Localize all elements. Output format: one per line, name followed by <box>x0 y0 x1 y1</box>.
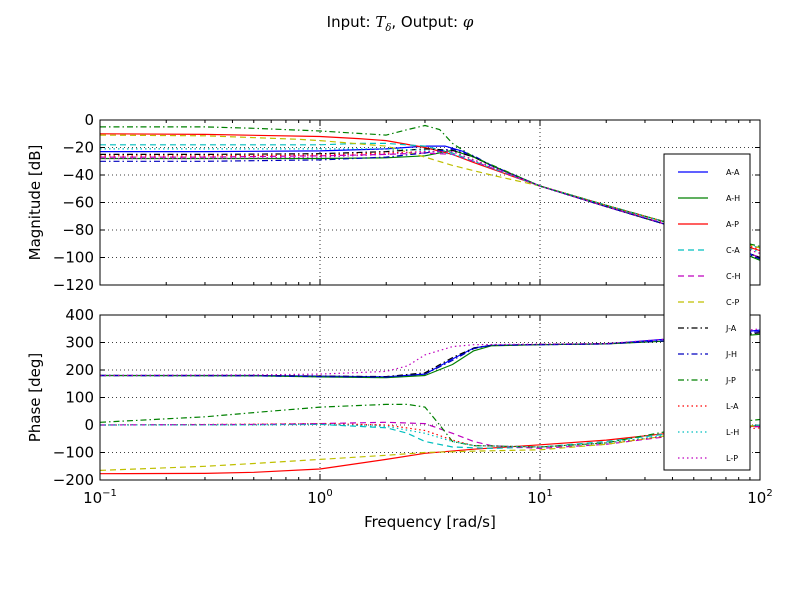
title-input-subscript: δ <box>385 23 391 34</box>
phase-ytick-label: −200 <box>53 471 94 489</box>
title-output-symbol: φ <box>463 13 474 31</box>
magnitude-ytick-label: −40 <box>62 166 94 184</box>
phase-series-group <box>100 328 760 475</box>
xtick-label: 100 <box>307 488 332 507</box>
xtick-label-base: 10 <box>527 489 546 507</box>
xlabel: Frequency [rad/s] <box>364 513 496 531</box>
xtick-label: 10−1 <box>83 488 117 507</box>
magnitude-ytick-label: −60 <box>62 194 94 212</box>
legend-label-j-a: J-A <box>725 324 737 333</box>
legend-label-l-a: L-A <box>726 402 739 411</box>
title-prefix: Input: <box>327 13 376 31</box>
legend-label-a-a: A-A <box>726 168 740 177</box>
magnitude-series-group <box>100 124 760 261</box>
magnitude-ytick-label: 0 <box>84 111 94 129</box>
legend-label-c-a: C-A <box>726 246 740 255</box>
magnitude-series-l-h <box>100 148 760 253</box>
legend-label-a-p: A-P <box>726 220 739 229</box>
xtick-label-base: 10 <box>747 489 766 507</box>
xtick-label-exponent: −1 <box>102 488 117 499</box>
magnitude-plot-area <box>100 120 760 285</box>
xtick-label-base: 10 <box>307 489 326 507</box>
xtick-label-exponent: 0 <box>326 488 332 499</box>
phase-series-j-h <box>100 330 760 378</box>
legend-label-c-h: C-H <box>726 272 741 281</box>
phase-series-l-p <box>100 328 760 377</box>
xtick-label: 101 <box>527 488 552 507</box>
magnitude-ytick-label: −120 <box>53 276 94 294</box>
phase-frame <box>99 314 761 481</box>
legend-label-c-p: C-P <box>726 298 739 307</box>
phase-ytick-label: 200 <box>65 361 94 379</box>
phase-ytick-label: 0 <box>84 416 94 434</box>
figure-title: Input: Tδ, Output: φ <box>327 13 474 34</box>
legend-label-a-h: A-H <box>726 194 740 203</box>
legend-label-j-h: J-H <box>725 350 737 359</box>
phase-series-c-a <box>100 423 760 449</box>
title-input-symbol: T <box>375 13 386 31</box>
legend-label-j-p: J-P <box>725 376 736 385</box>
xtick-label-exponent: 2 <box>766 488 772 499</box>
magnitude-ytick-label: −100 <box>53 249 94 267</box>
legend-box <box>663 153 751 471</box>
xtick-label: 102 <box>747 488 772 507</box>
xtick-label-exponent: 1 <box>546 488 552 499</box>
magnitude-panel: 0 −20 −40 −60 −80 −100 −120 Magnitude [dB] <box>26 111 761 294</box>
legend-label-l-p: L-P <box>726 454 738 463</box>
phase-ytick-label: −100 <box>53 444 94 462</box>
phase-series-c-p <box>100 424 760 471</box>
xtick-label-base: 10 <box>83 489 102 507</box>
magnitude-frame <box>99 119 761 286</box>
magnitude-ytick-label: −20 <box>62 139 94 157</box>
title-middle: , Output: <box>391 13 462 31</box>
legend: A-A A-H A-P C-A C-H C-P J-A J-H J-P L-A L-H L-P <box>663 153 751 471</box>
phase-series-j-p <box>100 403 760 448</box>
magnitude-series-c-p <box>100 134 760 249</box>
legend-label-l-h: L-H <box>726 428 739 437</box>
magnitude-series-c-h <box>100 152 760 259</box>
phase-ylabel: Phase [deg] <box>26 353 44 443</box>
phase-ytick-label: 100 <box>65 389 94 407</box>
phase-ytick-label: 300 <box>65 334 94 352</box>
magnitude-ytick-label: −80 <box>62 221 94 239</box>
phase-ytick-label: 400 <box>65 306 94 324</box>
magnitude-ylabel: Magnitude [dB] <box>26 145 44 261</box>
